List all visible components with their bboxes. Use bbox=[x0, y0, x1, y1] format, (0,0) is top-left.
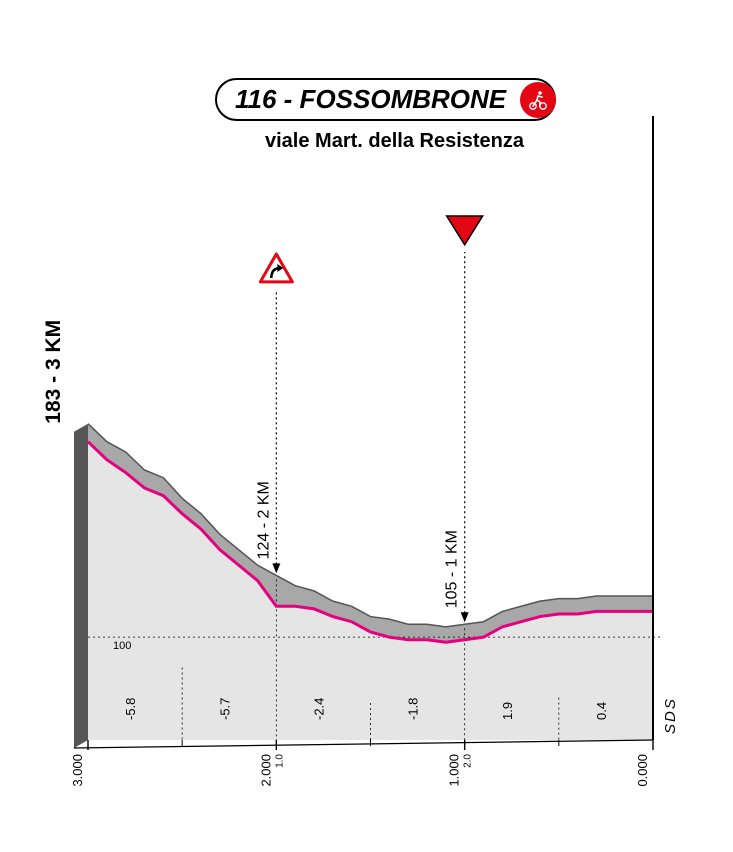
marker-label: 105 - 1 KM bbox=[444, 530, 461, 608]
finish-subtitle: viale Mart. della Resistenza bbox=[265, 130, 524, 153]
gradient-label: 1.9 bbox=[500, 702, 515, 720]
marker-arrowhead bbox=[461, 612, 469, 622]
chart-svg: 100 -5.8 -5.7 -2.4 -1.8 1.9 0.4 3.000 2.000 1.000… bbox=[68, 340, 693, 802]
finish-title: 116 - FOSSOMBRONE bbox=[235, 84, 506, 115]
gridline-label: 100 bbox=[113, 640, 131, 652]
x-tick-label: 3.000 bbox=[70, 754, 85, 787]
gradient-label: -1.8 bbox=[406, 698, 421, 720]
x-tick-overlay: 1.0 bbox=[274, 754, 285, 768]
cyclist-icon bbox=[526, 88, 550, 112]
finish-header-box: 116 - FOSSOMBRONE bbox=[215, 78, 556, 121]
profile-fill bbox=[88, 424, 653, 740]
gradient-label: -5.8 bbox=[123, 698, 138, 720]
y-axis-start-label: 183 - 3 KM bbox=[42, 320, 65, 424]
sds-label: SDS bbox=[662, 697, 679, 734]
x-tick-label: 0.000 bbox=[635, 754, 650, 787]
side-wall bbox=[74, 424, 88, 748]
gradient-label: 0.4 bbox=[594, 702, 609, 720]
x-tick-overlay: 2.0 bbox=[463, 754, 474, 768]
marker-arrowhead bbox=[272, 563, 280, 573]
x-axis-line bbox=[74, 740, 653, 748]
curve-warning-icon bbox=[260, 254, 292, 282]
cyclist-icon-circle bbox=[520, 82, 556, 118]
last-km-triangle-icon bbox=[447, 216, 483, 245]
elevation-chart: 100-5.8-5.7-2.4-1.81.90.43.0002.0001.000… bbox=[88, 340, 653, 802]
marker-label: 124 - 2 KM bbox=[255, 481, 272, 559]
x-tick-label: 1.000 bbox=[447, 754, 462, 787]
gradient-label: -2.4 bbox=[311, 698, 326, 720]
x-tick-label: 2.000 bbox=[258, 754, 273, 787]
gradient-label: -5.7 bbox=[217, 698, 232, 720]
